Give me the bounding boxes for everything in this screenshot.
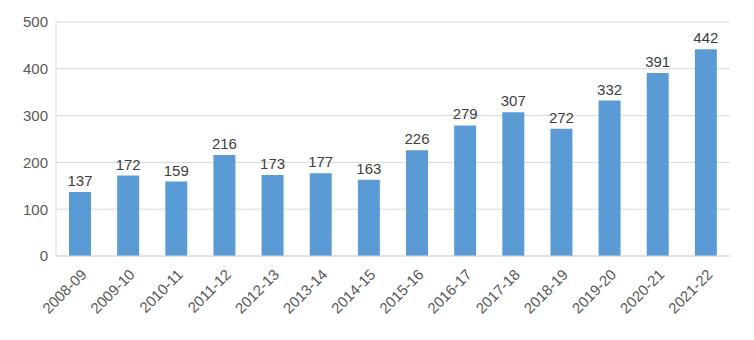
svg-text:400: 400 [23,60,48,77]
svg-text:2018-19: 2018-19 [520,266,571,317]
svg-text:2014-15: 2014-15 [328,266,379,317]
svg-text:159: 159 [164,162,189,179]
svg-text:272: 272 [549,109,574,126]
svg-text:226: 226 [404,130,429,147]
svg-text:2011-12: 2011-12 [184,266,234,316]
svg-text:2019-20: 2019-20 [568,266,619,317]
svg-text:177: 177 [308,153,333,170]
svg-text:0: 0 [40,247,48,264]
svg-text:2016-17: 2016-17 [424,266,475,317]
svg-text:2015-16: 2015-16 [376,266,427,317]
svg-text:307: 307 [501,92,526,109]
svg-text:332: 332 [597,81,622,98]
svg-text:2017-18: 2017-18 [472,266,523,317]
svg-text:279: 279 [453,105,478,122]
svg-text:137: 137 [67,172,92,189]
svg-text:2020-21: 2020-21 [616,266,667,317]
svg-text:391: 391 [645,53,670,70]
svg-text:2021-22: 2021-22 [665,266,716,317]
svg-text:500: 500 [23,13,48,30]
svg-text:173: 173 [260,155,285,172]
svg-text:163: 163 [356,160,381,177]
svg-text:2013-14: 2013-14 [279,266,330,317]
svg-text:172: 172 [116,156,141,173]
svg-text:216: 216 [212,135,237,152]
svg-text:2009-10: 2009-10 [87,266,138,317]
svg-text:200: 200 [23,154,48,171]
svg-text:442: 442 [693,29,718,46]
svg-text:2012-13: 2012-13 [231,266,282,317]
svg-text:2008-09: 2008-09 [39,266,90,317]
svg-text:2010-11: 2010-11 [136,266,186,316]
svg-text:100: 100 [23,201,48,218]
svg-text:300: 300 [23,107,48,124]
